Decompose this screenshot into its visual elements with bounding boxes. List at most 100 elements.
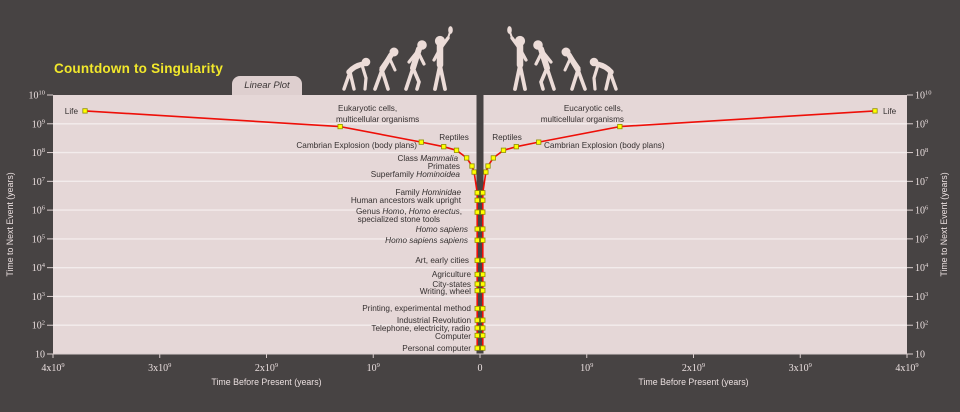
center-divider — [476, 95, 484, 354]
x-axis-title-left: Time Before Present (years) — [211, 377, 321, 387]
y-tick-label: 107 — [32, 176, 46, 188]
event-label: Computer — [435, 332, 471, 341]
event-label: Homo sapiens sapiens — [385, 236, 468, 245]
y-tick-label: 109 — [915, 118, 928, 130]
x-tick-label: 3x109 — [789, 362, 812, 374]
x-tick-label: 109 — [367, 362, 380, 374]
y-tick-label: 1010 — [915, 90, 932, 102]
y-axis-title-left: Time to Next Event (years) — [5, 172, 15, 276]
event-label: Eucaryotic cells, — [564, 104, 623, 113]
data-marker — [474, 271, 480, 278]
data-marker — [464, 155, 470, 161]
data-marker — [480, 317, 486, 323]
data-marker — [480, 237, 486, 243]
x-tick-label: 3x109 — [148, 362, 171, 374]
y-tick-label: 109 — [32, 118, 45, 130]
linear-plot-tab: Linear Plot — [232, 76, 302, 95]
event-label: Reptiles — [492, 133, 522, 142]
data-marker — [474, 237, 480, 243]
event-label: Cambrian Explosion (body plans) — [544, 141, 665, 150]
event-label: Homo sapiens — [416, 225, 468, 234]
x-tick-label: 109 — [580, 362, 593, 374]
data-marker — [474, 226, 480, 232]
event-label: Eukaryotic cells, — [338, 104, 397, 113]
event-label: Telephone, electricity, radio — [371, 324, 470, 333]
y-tick-label: 102 — [32, 320, 45, 332]
data-marker — [474, 345, 480, 351]
data-marker — [617, 123, 623, 130]
data-marker — [536, 139, 542, 145]
data-marker — [469, 163, 475, 169]
event-label: Industrial Revolution — [397, 316, 472, 325]
event-label: City-states — [432, 280, 471, 289]
data-marker — [474, 190, 480, 196]
event-label: multicellular organisms — [336, 115, 419, 124]
linear-plot-tab-label: Linear Plot — [244, 80, 290, 91]
y-tick-label: 107 — [915, 176, 929, 188]
y-tick-label: 104 — [915, 262, 929, 274]
data-marker — [485, 163, 491, 169]
y-tick-label: 103 — [32, 291, 45, 303]
y-tick-label: 106 — [32, 205, 46, 217]
y-tick-label: 105 — [32, 233, 45, 245]
data-marker — [474, 257, 480, 263]
data-marker — [480, 271, 486, 278]
data-marker — [480, 257, 486, 263]
event-label: Cambrian Explosion (body plans) — [296, 141, 417, 150]
event-label: Superfamily Hominoidea — [371, 170, 461, 179]
data-marker — [474, 287, 480, 294]
data-marker — [471, 169, 477, 175]
data-marker — [474, 332, 480, 339]
y-tick-label: 10 — [915, 350, 925, 361]
x-tick-label-zero: 0 — [478, 363, 483, 374]
y-tick-label: 108 — [915, 147, 928, 159]
data-marker — [483, 169, 489, 175]
event-label: Class Mammalia — [397, 154, 458, 163]
event-label: Personal computer — [402, 344, 471, 353]
data-marker — [480, 197, 486, 203]
data-marker — [480, 332, 486, 339]
event-label: Writing, wheel — [420, 287, 471, 296]
event-label: multicellular organisms — [541, 115, 624, 124]
event-label: Reptiles — [439, 133, 469, 142]
data-marker — [453, 147, 460, 153]
data-marker — [480, 209, 486, 215]
data-marker — [480, 190, 486, 196]
y-tick-label: 1010 — [29, 90, 46, 102]
y-tick-label: 106 — [915, 205, 929, 217]
data-marker — [474, 209, 480, 215]
x-tick-label: 2x109 — [682, 362, 705, 374]
y-tick-label: 104 — [32, 262, 46, 274]
data-marker — [474, 325, 480, 331]
y-tick-label: 10 — [35, 350, 45, 361]
event-label: Primates — [428, 162, 460, 171]
curve-right — [482, 110, 876, 349]
data-marker — [418, 139, 424, 145]
data-marker — [474, 281, 480, 287]
data-marker — [872, 108, 878, 114]
data-marker — [337, 123, 343, 130]
x-tick-label: 2x109 — [255, 362, 278, 374]
y-tick-label: 105 — [915, 233, 928, 245]
y-tick-label: 103 — [915, 291, 928, 303]
page-title: Countdown to Singularity — [54, 61, 224, 76]
data-marker — [480, 325, 486, 331]
event-label: Art, early cities — [415, 256, 469, 265]
event-label: specialized stone tools — [358, 215, 440, 224]
data-marker — [480, 281, 486, 287]
data-marker — [82, 108, 88, 114]
data-marker — [500, 147, 507, 153]
data-marker — [480, 345, 486, 351]
y-tick-label: 102 — [915, 320, 928, 332]
event-label: Printing, experimental method — [362, 304, 471, 313]
event-label: Life — [65, 107, 79, 116]
data-marker — [474, 305, 480, 312]
data-marker — [480, 226, 486, 232]
data-marker — [474, 197, 480, 203]
curve-left — [84, 110, 478, 349]
data-marker — [480, 287, 486, 294]
data-marker — [513, 144, 519, 150]
event-label: Family Hominidae — [395, 188, 461, 197]
event-label: Agriculture — [432, 270, 472, 279]
